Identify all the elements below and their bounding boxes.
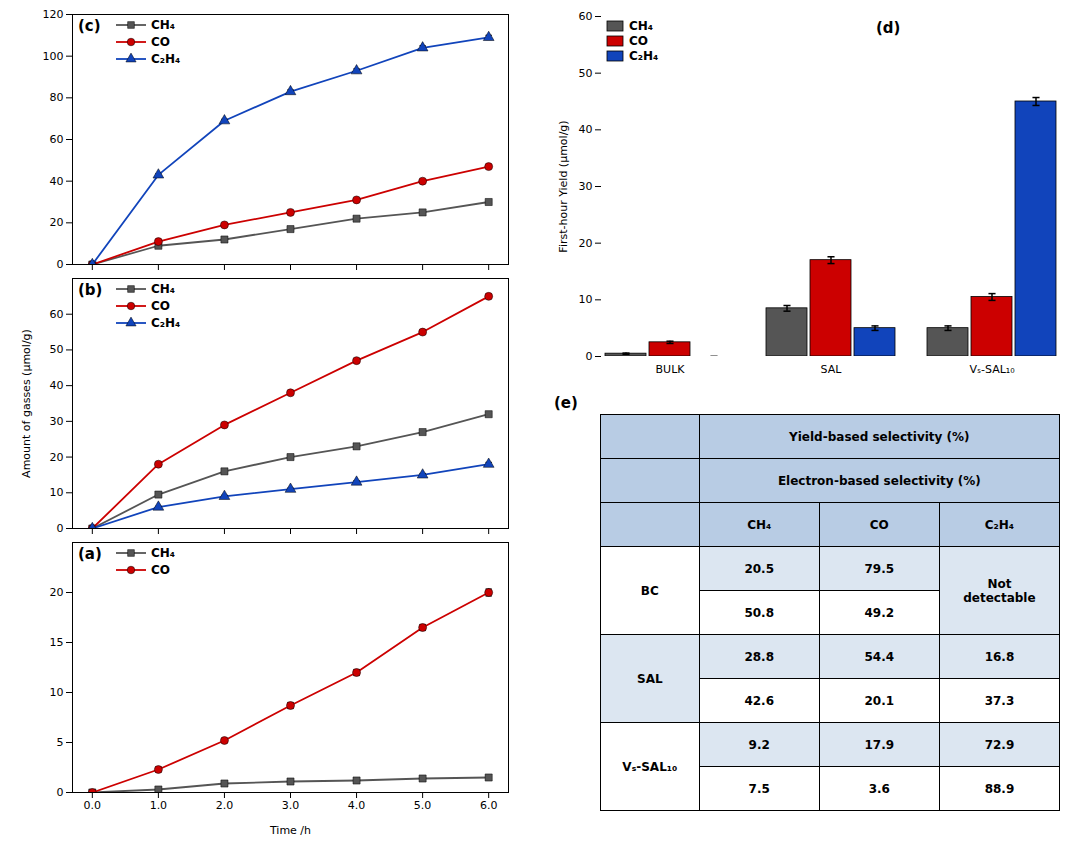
html-text:17.9: 17.9 bbox=[864, 737, 895, 752]
svg-text:50: 50 bbox=[50, 343, 64, 356]
html-text:50.8: 50.8 bbox=[744, 605, 774, 620]
svg-text:Vₛ-SAL₁₀: Vₛ-SAL₁₀ bbox=[969, 363, 1015, 376]
html-text:CH₄: CH₄ bbox=[151, 546, 176, 560]
html-text:SAL: SAL bbox=[637, 671, 663, 686]
html-text:CO: CO bbox=[151, 299, 170, 313]
html-text:(b): (b) bbox=[78, 281, 103, 299]
svg-text:Amount of gasses (μmol/g): Amount of gasses (μmol/g) bbox=[20, 329, 33, 478]
svg-text:60: 60 bbox=[50, 133, 64, 146]
html-text:BC: BC bbox=[640, 583, 659, 598]
html-text:CH₄: CH₄ bbox=[747, 517, 772, 532]
svg-text:30: 30 bbox=[579, 180, 593, 193]
svg-text:First-hour Yield (μmol/g): First-hour Yield (μmol/g) bbox=[557, 120, 570, 252]
html-text:C₂H₄: C₂H₄ bbox=[151, 52, 181, 66]
html-text:C₂H₄: C₂H₄ bbox=[984, 517, 1015, 532]
svg-text:30: 30 bbox=[50, 415, 64, 428]
html-text:Yield-based selectivity (%): Yield-based selectivity (%) bbox=[789, 429, 970, 444]
html-text:CH₄: CH₄ bbox=[151, 18, 176, 32]
svg-text:20: 20 bbox=[50, 216, 64, 229]
svg-text:0: 0 bbox=[57, 786, 64, 799]
html-text:20.5: 20.5 bbox=[744, 561, 774, 576]
svg-text:20: 20 bbox=[50, 586, 64, 599]
html-text:(c): (c) bbox=[78, 17, 101, 35]
svg-text:3.0: 3.0 bbox=[282, 799, 300, 812]
svg-text:0: 0 bbox=[57, 522, 64, 534]
svg-text:5: 5 bbox=[57, 736, 64, 749]
svg-text:120: 120 bbox=[43, 8, 64, 21]
html-text:7.5: 7.5 bbox=[748, 781, 770, 796]
svg-text:4.0: 4.0 bbox=[348, 799, 366, 812]
svg-text:BULK: BULK bbox=[656, 363, 686, 376]
svg-text:SAL: SAL bbox=[821, 363, 843, 376]
svg-text:40: 40 bbox=[50, 379, 64, 392]
html-text:16.8: 16.8 bbox=[984, 649, 1015, 664]
html-text:20.1: 20.1 bbox=[864, 693, 895, 708]
svg-text:0.0: 0.0 bbox=[84, 799, 102, 812]
html-text:CO: CO bbox=[629, 34, 648, 48]
html-text:C₂H₄: C₂H₄ bbox=[629, 49, 659, 63]
html-text:37.3: 37.3 bbox=[984, 693, 1015, 708]
svg-text:20: 20 bbox=[579, 237, 593, 250]
svg-text:50: 50 bbox=[579, 67, 593, 80]
html-text:C₂H₄: C₂H₄ bbox=[151, 316, 181, 330]
html-text:49.2: 49.2 bbox=[864, 605, 895, 620]
html-text:42.6: 42.6 bbox=[744, 693, 774, 708]
svg-text:40: 40 bbox=[579, 123, 593, 136]
html-text:CO: CO bbox=[869, 517, 889, 532]
svg-text:5.0: 5.0 bbox=[414, 799, 432, 812]
svg-text:1.0: 1.0 bbox=[150, 799, 168, 812]
svg-text:20: 20 bbox=[50, 451, 64, 464]
svg-text:6.0: 6.0 bbox=[480, 799, 498, 812]
html-text:3.6: 3.6 bbox=[868, 781, 890, 796]
svg-text:100: 100 bbox=[43, 50, 64, 63]
svg-text:80: 80 bbox=[50, 91, 64, 104]
html-text:28.8: 28.8 bbox=[744, 649, 774, 664]
html-text:88.9: 88.9 bbox=[984, 781, 1015, 796]
html-text:(a): (a) bbox=[78, 545, 102, 563]
svg-text:10: 10 bbox=[579, 293, 593, 306]
html-text:CH₄: CH₄ bbox=[629, 19, 654, 33]
svg-text:15: 15 bbox=[50, 636, 64, 649]
html-text:54.4: 54.4 bbox=[864, 649, 895, 664]
html-text:Vₛ-SAL₁₀: Vₛ-SAL₁₀ bbox=[622, 759, 678, 774]
html-text:Not detectable: Not detectable bbox=[963, 576, 1036, 605]
svg-text:0: 0 bbox=[586, 350, 593, 363]
html-text:9.2: 9.2 bbox=[748, 737, 770, 752]
svg-text:0: 0 bbox=[57, 258, 64, 270]
svg-text:10: 10 bbox=[50, 486, 64, 499]
html-text:72.9: 72.9 bbox=[984, 737, 1015, 752]
html-text:CH₄: CH₄ bbox=[151, 282, 176, 296]
html-text:Electron-based selectivity (%): Electron-based selectivity (%) bbox=[777, 473, 981, 488]
html-text:CO: CO bbox=[151, 35, 170, 49]
html-text:CO: CO bbox=[151, 563, 170, 577]
html-text:(d): (d) bbox=[876, 19, 901, 37]
svg-text:10: 10 bbox=[50, 686, 64, 699]
svg-text:60: 60 bbox=[50, 308, 64, 321]
svg-text:60: 60 bbox=[579, 10, 593, 23]
svg-text:2.0: 2.0 bbox=[216, 799, 234, 812]
html-text:(e): (e) bbox=[554, 394, 578, 412]
svg-text:Time /h: Time /h bbox=[269, 824, 311, 837]
html-text:79.5: 79.5 bbox=[864, 561, 895, 576]
svg-text:40: 40 bbox=[50, 175, 64, 188]
